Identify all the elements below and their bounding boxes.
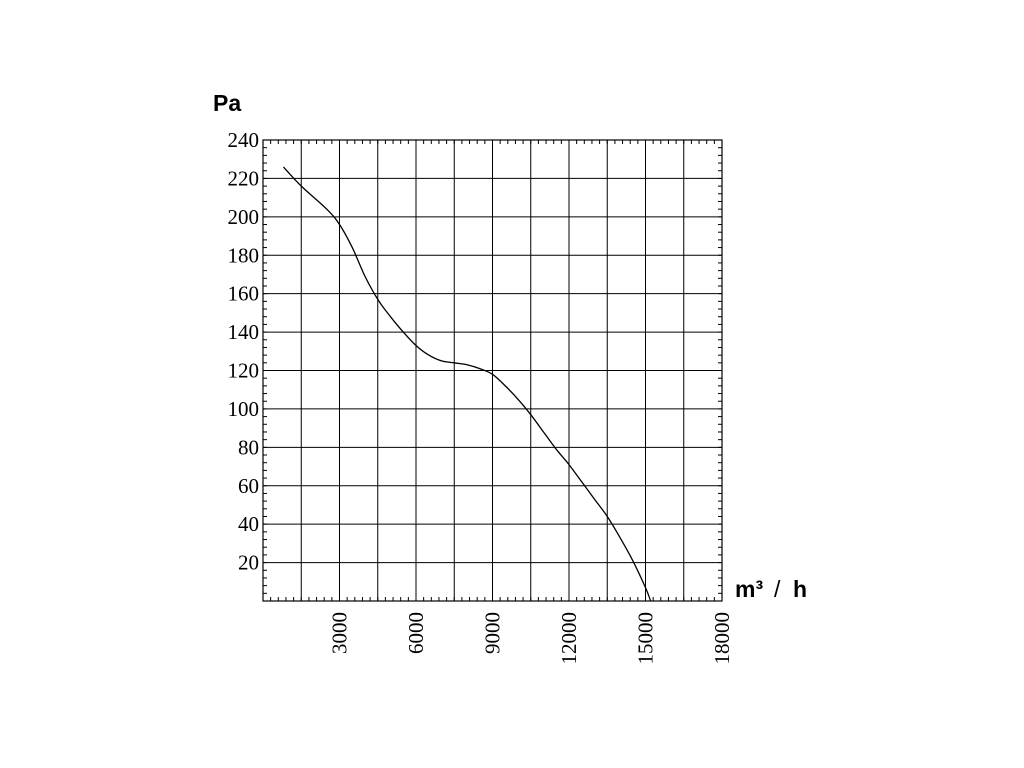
axis-ticks <box>262 139 723 602</box>
x-tick-label: 15000 <box>634 612 658 665</box>
x-tick-label: 9000 <box>481 612 505 654</box>
y-tick-label: 80 <box>238 435 259 459</box>
y-tick-label: 100 <box>228 397 260 421</box>
y-tick-label: 220 <box>228 166 260 190</box>
series-layer <box>282 166 652 602</box>
y-tick-label: 60 <box>238 474 259 498</box>
x-tick-label: 18000 <box>710 612 734 665</box>
y-tick-label: 160 <box>228 282 260 306</box>
tick-labels: 20 40 60 80 100 120 140 160 180 200 220 240 3000 6000… <box>228 128 735 665</box>
y-tick-label: 20 <box>238 551 259 575</box>
x-axis-unit-separator: / <box>774 576 781 602</box>
pressure-curve <box>282 166 652 602</box>
y-tick-label: 120 <box>228 359 260 383</box>
y-axis-unit-label: Pa <box>213 90 241 116</box>
x-tick-label: 3000 <box>328 612 352 654</box>
x-tick-label: 12000 <box>557 612 581 665</box>
x-tick-label: 6000 <box>404 612 428 654</box>
y-tick-label: 240 <box>228 128 260 152</box>
y-tick-label: 200 <box>228 205 260 229</box>
y-tick-label: 40 <box>238 512 259 536</box>
y-tick-label: 180 <box>228 243 260 267</box>
grid <box>262 139 723 602</box>
y-tick-label: 140 <box>228 320 260 344</box>
x-axis-unit-label: m³ <box>735 576 763 602</box>
x-axis-unit-time: h <box>793 576 807 602</box>
